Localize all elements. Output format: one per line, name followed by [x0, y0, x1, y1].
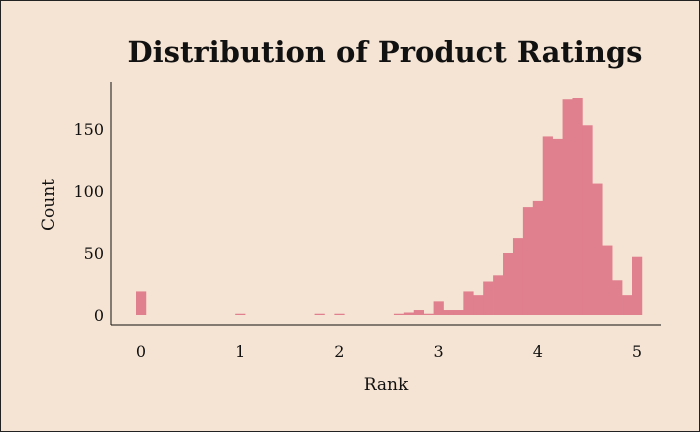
y-tick-label: 50	[84, 244, 104, 263]
histogram-bar	[136, 291, 147, 315]
x-tick-label: 0	[136, 342, 146, 361]
chart-title: Distribution of Product Ratings	[128, 35, 643, 69]
histogram-bar	[582, 125, 593, 315]
histogram-bar	[433, 301, 444, 315]
bars-group	[136, 98, 643, 316]
histogram-bar	[562, 99, 573, 316]
x-tick-label: 5	[632, 342, 642, 361]
histogram-bar	[532, 200, 544, 315]
histogram-bar	[572, 98, 583, 315]
histogram-bar	[334, 313, 345, 315]
histogram-bar	[622, 295, 633, 315]
histogram-bar	[522, 207, 534, 315]
y-tick-labels: 0 50 100 150	[73, 120, 104, 325]
x-tick-label: 4	[533, 342, 543, 361]
histogram-bar	[483, 281, 494, 315]
y-axis-label: Count	[39, 179, 59, 231]
axes-group	[110, 82, 661, 326]
histogram-bar	[592, 183, 603, 315]
x-tick-labels: 0 1 2 3 4 5	[136, 342, 642, 361]
histogram-bar	[403, 312, 415, 315]
y-tick-label: 150	[73, 120, 104, 139]
histogram-bar	[423, 313, 434, 315]
y-tick-label: 100	[73, 182, 104, 201]
histogram-bar	[235, 313, 246, 315]
histogram-bar	[602, 245, 613, 315]
y-tick-label: 0	[94, 306, 104, 325]
histogram-bar	[393, 313, 405, 315]
histogram-bar	[632, 256, 643, 315]
x-tick-label: 3	[434, 342, 444, 361]
histogram-bar	[612, 280, 623, 315]
histogram-bar	[473, 295, 484, 315]
histogram-bar	[443, 310, 454, 315]
histogram-bar	[463, 291, 474, 315]
histogram-bar	[453, 310, 464, 315]
histogram-bar	[413, 310, 424, 315]
histogram-bar	[542, 136, 553, 315]
x-tick-label: 1	[235, 342, 245, 361]
histogram-bar	[493, 275, 504, 315]
histogram-bar	[503, 253, 514, 315]
x-tick-label: 2	[334, 342, 344, 361]
histogram-bar	[552, 138, 563, 315]
x-axis-label: Rank	[364, 375, 409, 395]
histogram-bar	[314, 313, 325, 315]
histogram-bar	[512, 238, 524, 315]
